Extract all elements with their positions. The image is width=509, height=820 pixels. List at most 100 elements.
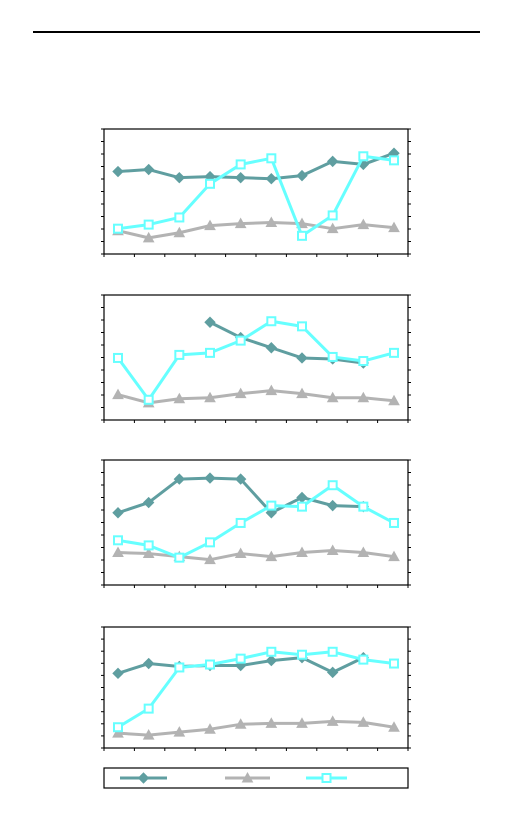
data-point bbox=[388, 394, 400, 406]
data-point bbox=[143, 219, 154, 230]
data-point bbox=[358, 654, 369, 665]
data-point bbox=[112, 165, 124, 178]
data-point bbox=[234, 217, 247, 229]
data-point bbox=[266, 316, 277, 327]
legend-swatch-marker bbox=[321, 773, 332, 783]
data-point bbox=[296, 217, 308, 229]
series-line bbox=[117, 389, 395, 405]
data-point bbox=[173, 473, 186, 485]
data-point bbox=[234, 387, 247, 399]
series-3 bbox=[113, 316, 399, 405]
chart-panel-2 bbox=[101, 294, 411, 423]
data-point bbox=[326, 222, 339, 234]
series-3 bbox=[113, 646, 399, 733]
legend-item-2 bbox=[225, 771, 270, 783]
data-point bbox=[174, 212, 185, 223]
data-point bbox=[388, 550, 400, 562]
data-point bbox=[235, 335, 246, 346]
data-point bbox=[173, 171, 186, 184]
data-point bbox=[205, 347, 215, 358]
chart-panel-4 bbox=[101, 626, 411, 751]
series-line bbox=[209, 320, 364, 365]
data-point bbox=[357, 391, 370, 403]
series-line bbox=[117, 650, 395, 729]
data-point bbox=[265, 216, 278, 228]
data-point bbox=[204, 219, 216, 231]
data-point bbox=[265, 342, 278, 354]
data-point bbox=[326, 544, 339, 555]
series-1 bbox=[112, 147, 400, 185]
data-point bbox=[113, 223, 123, 234]
data-point bbox=[327, 480, 338, 491]
data-point bbox=[266, 500, 277, 511]
data-point bbox=[326, 391, 339, 403]
data-point bbox=[235, 159, 246, 170]
top-rule bbox=[33, 31, 480, 33]
data-point bbox=[234, 547, 247, 559]
data-point bbox=[297, 649, 307, 660]
data-point bbox=[204, 472, 216, 484]
chart-panel-1 bbox=[101, 128, 411, 257]
data-point bbox=[358, 356, 369, 367]
series-2 bbox=[112, 715, 400, 740]
data-point bbox=[296, 387, 308, 399]
data-point bbox=[327, 210, 338, 221]
legend-swatch-marker bbox=[241, 771, 254, 783]
data-point bbox=[204, 316, 216, 328]
data-point bbox=[326, 155, 339, 168]
data-point bbox=[388, 721, 400, 732]
data-point bbox=[266, 153, 277, 164]
data-point bbox=[112, 727, 124, 738]
data-point bbox=[358, 151, 369, 162]
data-point bbox=[173, 392, 186, 404]
data-point bbox=[297, 501, 307, 512]
chart-panel-3 bbox=[101, 459, 411, 588]
plot-frame bbox=[103, 626, 409, 749]
data-point bbox=[389, 155, 399, 166]
data-point bbox=[265, 717, 278, 728]
data-point bbox=[357, 218, 370, 230]
series-3 bbox=[113, 480, 399, 563]
data-point bbox=[142, 231, 155, 243]
data-point bbox=[326, 666, 339, 679]
data-point bbox=[296, 169, 308, 182]
data-point bbox=[143, 703, 154, 714]
data-point bbox=[142, 163, 155, 176]
series-line bbox=[117, 483, 395, 560]
legend-item-1 bbox=[120, 772, 167, 784]
data-point bbox=[113, 722, 123, 733]
data-point bbox=[173, 226, 186, 238]
data-point bbox=[357, 546, 370, 558]
data-point bbox=[112, 546, 124, 558]
series-line bbox=[116, 319, 395, 402]
series-line bbox=[117, 719, 395, 737]
data-point bbox=[389, 347, 399, 358]
data-point bbox=[326, 715, 339, 726]
series-2 bbox=[112, 216, 400, 243]
data-point bbox=[174, 662, 185, 673]
data-point bbox=[327, 351, 338, 362]
data-point bbox=[205, 178, 215, 189]
data-point bbox=[142, 496, 155, 509]
series-line bbox=[117, 221, 395, 240]
data-point bbox=[143, 540, 154, 551]
data-point bbox=[327, 646, 338, 657]
data-point bbox=[389, 658, 399, 669]
series-1 bbox=[112, 472, 370, 519]
data-point bbox=[326, 499, 339, 512]
data-point bbox=[204, 723, 216, 734]
data-point bbox=[234, 718, 247, 729]
data-point bbox=[296, 717, 308, 728]
legend-swatch-marker bbox=[137, 772, 150, 784]
data-point bbox=[357, 716, 370, 727]
data-point bbox=[234, 171, 247, 184]
data-point bbox=[204, 553, 216, 565]
legend-item-3 bbox=[306, 773, 347, 783]
series-2 bbox=[112, 384, 400, 408]
series-line bbox=[117, 549, 395, 562]
data-point bbox=[174, 552, 185, 563]
data-point bbox=[204, 391, 216, 403]
data-point bbox=[265, 654, 278, 667]
data-point bbox=[296, 352, 308, 364]
